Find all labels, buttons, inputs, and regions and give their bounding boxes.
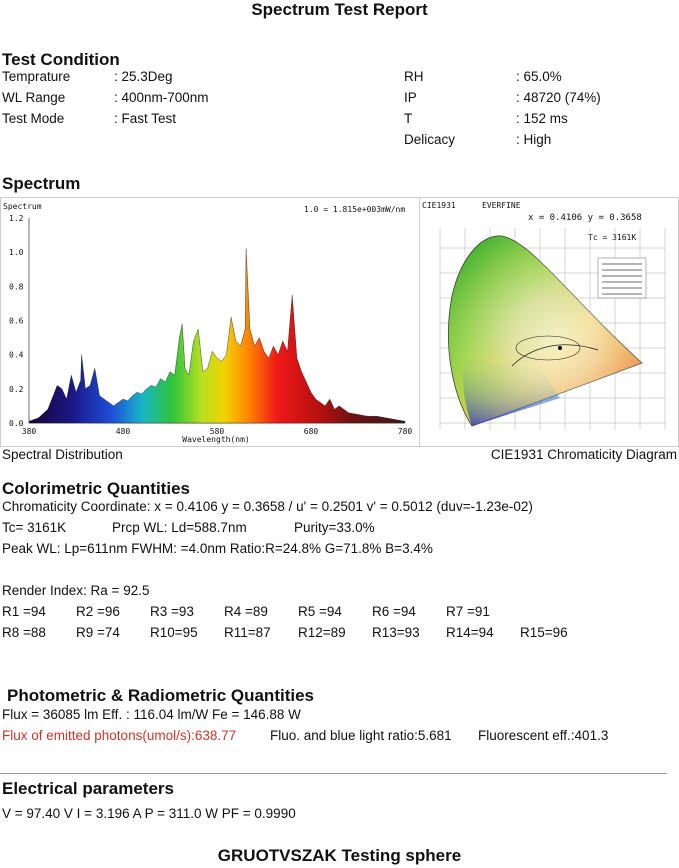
cie-tc-readout: Tc = 3161K — [588, 233, 636, 242]
cri-r-value-7: R7 =91 — [446, 604, 490, 619]
y-tick-label: 0.0 — [9, 419, 24, 428]
cri-r-value-4: R4 =89 — [224, 604, 268, 619]
cie-legend-box — [597, 257, 647, 299]
cond-value-temperature: : 25.3Deg — [114, 69, 173, 84]
spectrum-series-area — [28, 248, 406, 424]
cie-measurement-ellipse — [515, 335, 581, 361]
cri-r-value-row2-5: R12=89 — [298, 625, 346, 640]
cri-r-value-row2-3: R10=95 — [150, 625, 198, 640]
cri-r-value-row2-8: R15=96 — [520, 625, 568, 640]
photon-flux-value: Flux of emitted photons(umol/s):638.77 — [2, 728, 237, 743]
cond-label-temperature: Temprature — [2, 69, 71, 84]
spectral-distribution-caption: Spectral Distribution — [2, 447, 123, 462]
electrical-heading: Electrical parameters — [2, 779, 174, 798]
cct-value: Tc= 3161K — [2, 520, 67, 535]
fluo-blue-ratio: Fluo. and blue light ratio:5.681 — [270, 728, 452, 743]
render-index: Render Index: Ra = 92.5 — [2, 583, 150, 598]
flux-efficacy-line: Flux = 36085 lm Eff. : 116.04 lm/W Fe = … — [2, 707, 301, 722]
cie-white-region — [448, 235, 642, 426]
footer-title: GRUOTVSZAK Testing sphere — [217, 846, 462, 865]
cie-diagram-panel: CIE1931 EVERFINE x = 0.4106 y = 0.3658 T… — [419, 197, 679, 447]
x-tick-label: 380 — [22, 427, 37, 436]
y-tick-label: 0.8 — [9, 282, 24, 291]
cond-label-delicacy: Delicacy — [404, 132, 456, 147]
cie-measured-point — [558, 346, 562, 350]
cond-value-t: : 152 ms — [516, 111, 568, 126]
cond-value-delicacy: : High — [516, 132, 552, 147]
report-title: Spectrum Test Report — [251, 0, 428, 19]
y-tick-label: 0.6 — [9, 317, 24, 326]
section-divider — [0, 773, 667, 774]
cond-value-test-mode: : Fast Test — [114, 111, 177, 126]
cond-label-rh: RH — [404, 69, 424, 84]
cond-label-test-mode: Test Mode — [2, 111, 65, 126]
cri-r-value-1: R1 =94 — [2, 604, 46, 619]
cri-r-value-row2-4: R11=87 — [224, 625, 271, 640]
chromaticity-coordinate-line: Chromaticity Coordinate: x = 0.4106 y = … — [2, 499, 533, 514]
cri-r-value-6: R6 =94 — [372, 604, 416, 619]
chart-scale-note: 1.0 = 1.815e+003mW/nm — [304, 205, 405, 214]
fluorescent-efficiency: Fluorescent eff.:401.3 — [478, 728, 609, 743]
cie-chromaticity-diagram: CIE1931 EVERFINE x = 0.4106 y = 0.3658 T… — [422, 201, 666, 430]
dominant-wavelength: Prcp WL: Ld=588.7nm — [112, 520, 247, 535]
cond-label-t: T — [404, 111, 413, 126]
spectrum-heading: Spectrum — [2, 174, 81, 193]
y-tick-label: 1.0 — [9, 248, 24, 257]
cond-value-ip: : 48720 (74%) — [516, 90, 601, 105]
cri-r-value-row2-7: R14=94 — [446, 625, 494, 640]
cri-r-value-5: R5 =94 — [298, 604, 342, 619]
cri-r-value-row2-2: R9 =74 — [76, 625, 120, 640]
x-tick-label: 580 — [210, 427, 225, 436]
cie-coordinate-readout: x = 0.4106 y = 0.3658 — [528, 213, 642, 223]
colorimetric-heading: Colorimetric Quantities — [2, 479, 190, 498]
y-tick-label: 1.2 — [9, 214, 24, 223]
cri-r-value-row2-1: R8 =88 — [2, 625, 46, 640]
cri-r-value-row2-6: R13=93 — [372, 625, 420, 640]
y-tick-label: 0.4 — [9, 351, 24, 360]
purity-value: Purity=33.0% — [294, 520, 375, 535]
spectral-distribution-panel: Spectrum 1.0 = 1.815e+003mW/nm 0.0 0.2 0.4… — [0, 197, 420, 447]
peak-wavelength-line: Peak WL: Lp=611nm FWHM: =4.0nm Ratio:R=2… — [2, 541, 433, 556]
cri-r-value-2: R2 =96 — [76, 604, 120, 619]
x-tick-label: 780 — [398, 427, 413, 436]
cie-planckian-locus — [511, 344, 599, 367]
cie-header-label: CIE1931 — [422, 201, 456, 210]
cond-value-rh: : 65.0% — [516, 69, 562, 84]
cond-label-ip: IP — [404, 90, 417, 105]
x-tick-label: 480 — [116, 427, 131, 436]
y-tick-label: 0.2 — [9, 385, 24, 394]
cond-value-wl-range: : 400nm-700nm — [114, 90, 209, 105]
chart-x-axis-label: Wavelength(nm) — [182, 435, 249, 444]
electrical-values-line: V = 97.40 V I = 3.196 A P = 311.0 W PF =… — [2, 806, 296, 821]
cie-diagram-caption: CIE1931 Chromaticity Diagram — [490, 447, 677, 462]
x-tick-label: 680 — [304, 427, 319, 436]
cond-label-wl-range: WL Range — [2, 90, 66, 105]
cri-r-value-3: R3 =93 — [150, 604, 194, 619]
cie-brand-label: EVERFINE — [482, 201, 521, 210]
cie-legend-lines — [602, 263, 642, 295]
photometric-heading: Photometric & Radiometric Quantities — [7, 686, 314, 705]
spectral-distribution-chart: Spectrum 1.0 = 1.815e+003mW/nm 0.0 0.2 0.4… — [3, 202, 413, 444]
test-condition-heading: Test Condition — [2, 50, 120, 69]
chart-corner-label: Spectrum — [3, 202, 42, 211]
